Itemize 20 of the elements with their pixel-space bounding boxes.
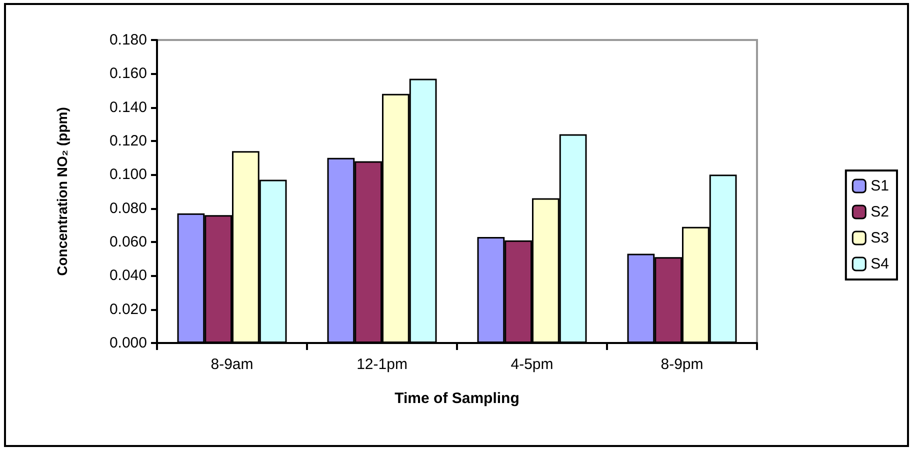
y-tick-label: 0.100 <box>109 166 147 184</box>
y-axis-title: Concentration NO₂ (ppm) <box>54 107 70 276</box>
y-tick-label: 0.060 <box>109 234 147 250</box>
x-axis-title: Time of Sampling <box>394 390 520 407</box>
y-tick-label: 0.040 <box>109 267 147 284</box>
y-tick-label: 0.020 <box>109 300 147 318</box>
x-tick-label: 12-1pm <box>356 356 408 373</box>
legend-label: S1 <box>870 178 890 194</box>
y-tick-label: 0.140 <box>109 98 147 116</box>
y-tick-label: 0.180 <box>109 32 147 48</box>
legend-label: S4 <box>870 256 890 272</box>
y-tick-label: 0.000 <box>109 334 147 352</box>
x-tick-label: 8-9am <box>210 356 254 373</box>
y-tick-label: 0.160 <box>109 65 147 82</box>
x-tick-label: 4-5pm <box>510 356 554 373</box>
legend-label: S3 <box>870 230 890 246</box>
x-tick-label: 8-9pm <box>660 356 704 373</box>
legend-label: S2 <box>870 204 890 220</box>
y-tick-label: 0.080 <box>109 200 147 217</box>
y-tick-label: 0.120 <box>109 132 147 150</box>
